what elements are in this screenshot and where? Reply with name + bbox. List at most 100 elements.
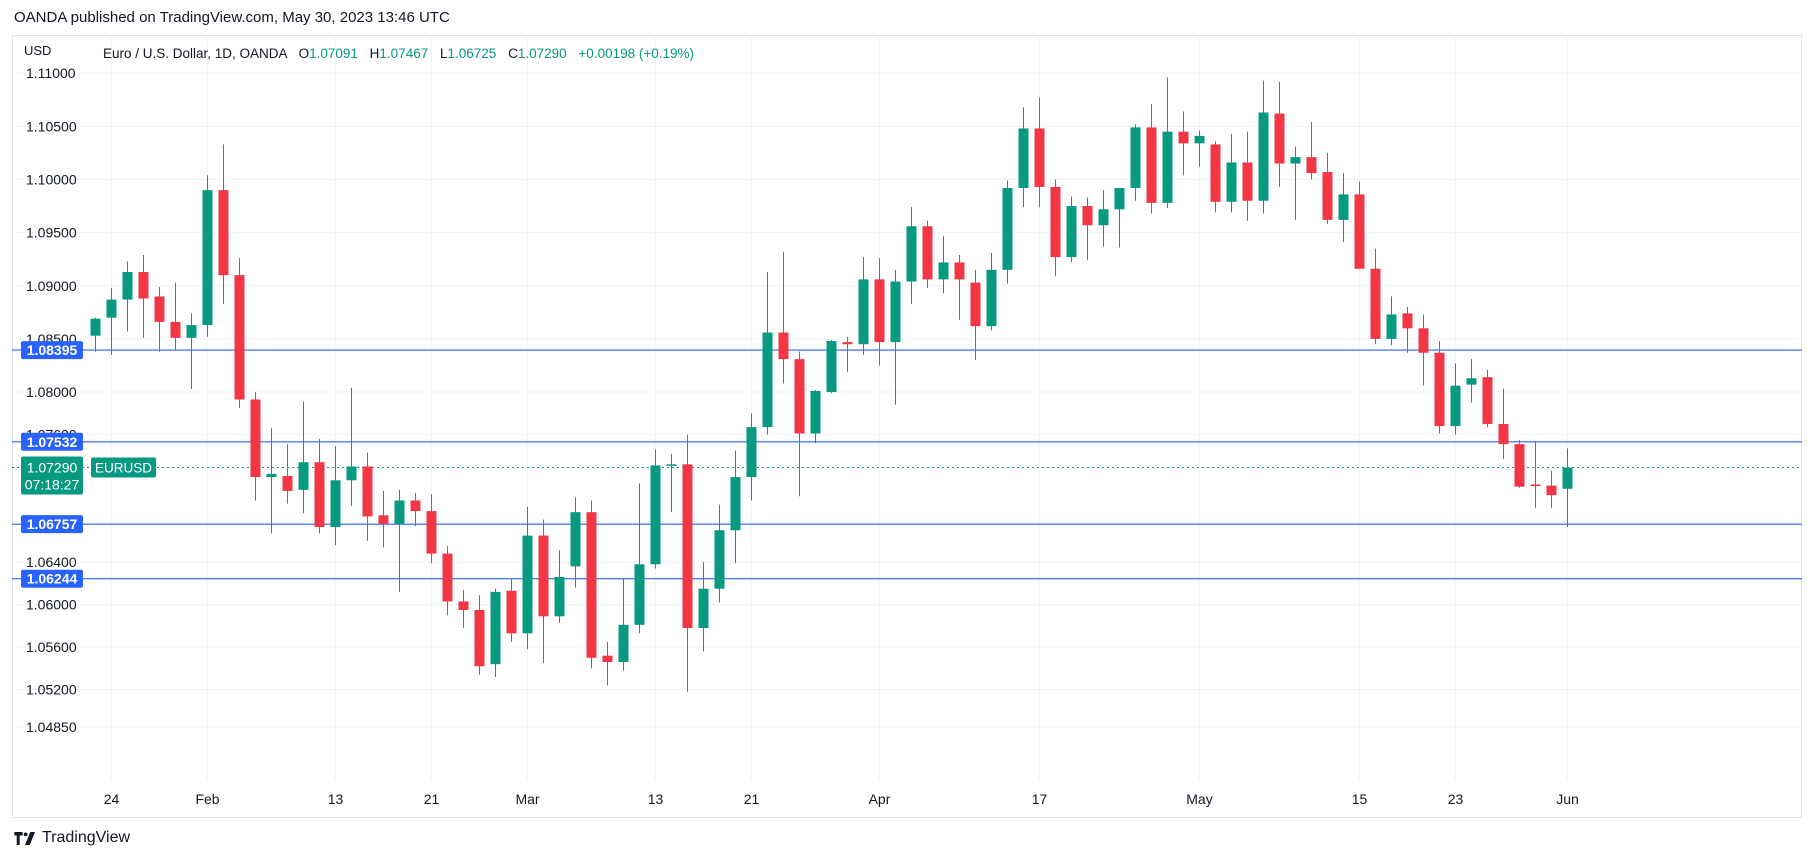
candle [1018,107,1029,208]
candle [666,453,677,513]
y-tick-label: 1.10000 [26,171,77,187]
candle [1466,359,1477,403]
candle [154,286,165,352]
x-tick-label: 21 [424,791,440,807]
candle-body [874,279,885,343]
candle [858,257,869,355]
candle [570,497,581,588]
y-tick-label: 1.08000 [26,384,77,400]
axis-currency: USD [24,43,51,58]
candle-body [650,465,661,565]
candle [122,261,133,332]
candle [1546,470,1557,508]
candle [522,506,533,650]
legend-c-label: C [508,46,518,61]
candle [1306,122,1317,180]
candle-body [618,624,629,663]
y-tick-label: 1.06400 [26,554,77,570]
symbol-tag-box [91,457,156,478]
candle [554,550,565,623]
legend-l-label: L [440,46,448,61]
level-price-box [21,432,83,451]
candle [1402,307,1413,353]
x-tick-label: Mar [515,791,539,807]
candle [234,258,245,408]
candle-body [458,601,469,610]
candle [1178,111,1189,176]
x-tick-label: 24 [104,791,120,807]
candle [1450,363,1461,435]
candle-body [1258,112,1269,201]
candle-body [378,515,389,524]
candle-body [474,609,485,667]
candle [714,504,725,603]
candle-body [730,477,741,531]
candle-body [394,500,405,524]
candle [282,444,293,504]
candle-body [554,576,565,617]
legend-symbol: Euro / U.S. Dollar, 1D, OANDA [103,46,288,61]
candle-body [1322,172,1333,220]
candle-body [250,399,261,478]
level-price-label: 1.08395 [27,342,78,358]
candle-body [1018,128,1029,188]
candle-body [1514,444,1525,487]
candle [1210,141,1221,213]
tradingview-logo-icon [14,831,36,845]
candle-body [1034,128,1045,187]
y-tick-label: 1.05200 [26,682,77,698]
candle-body [586,512,597,658]
candle-body [954,262,965,280]
level-price-label: 1.06244 [27,571,78,587]
candle [602,641,613,686]
legend-h-label: H [370,46,380,61]
candle [1162,77,1173,209]
candle [1530,440,1541,508]
grid-lines [12,36,1802,780]
candle-body [1194,135,1205,144]
candle-body [1370,268,1381,339]
candle-body [1482,377,1493,424]
candle [1194,130,1205,167]
level-price-label: 1.06757 [27,516,78,532]
candle-body [282,476,293,491]
legend-high: 1.07467 [379,46,428,61]
candle-body [778,332,789,360]
candles [90,77,1573,692]
candle [1434,341,1445,434]
candle [730,450,741,564]
candle [1514,439,1525,488]
candle [1386,296,1397,346]
candle [1066,196,1077,263]
candle [1354,181,1365,269]
candle [330,446,341,546]
candle [1258,80,1269,214]
footer-brand[interactable]: TradingView [42,829,131,846]
candle-body [634,564,645,625]
candle-body [1338,194,1349,220]
candle [1146,104,1157,214]
price-labels: 1.08395 1.07532 1.06757 1.06244 1.0729007:18… [21,341,156,588]
candle-body [858,279,869,345]
candle [794,351,805,497]
candle [346,387,357,506]
candle [1338,173,1349,243]
candle-body [570,512,581,567]
candle [650,449,661,569]
candle-body [410,500,421,512]
candle-body [218,190,229,276]
candle-body [1130,127,1141,188]
candle [362,452,373,541]
candle [106,287,117,355]
candle [1114,187,1125,248]
candle-body [490,591,501,665]
horizontal-levels [12,349,1802,580]
chart-legend: Euro / U.S. Dollar, 1D, OANDA O1.07091 H… [103,46,694,61]
y-tick-label: 1.05600 [26,639,77,655]
candle-body [138,271,149,299]
candle-body [1162,131,1173,203]
candle [810,389,821,444]
legend-close: 1.07290 [518,46,567,61]
x-tick-label: Jun [1556,791,1579,807]
